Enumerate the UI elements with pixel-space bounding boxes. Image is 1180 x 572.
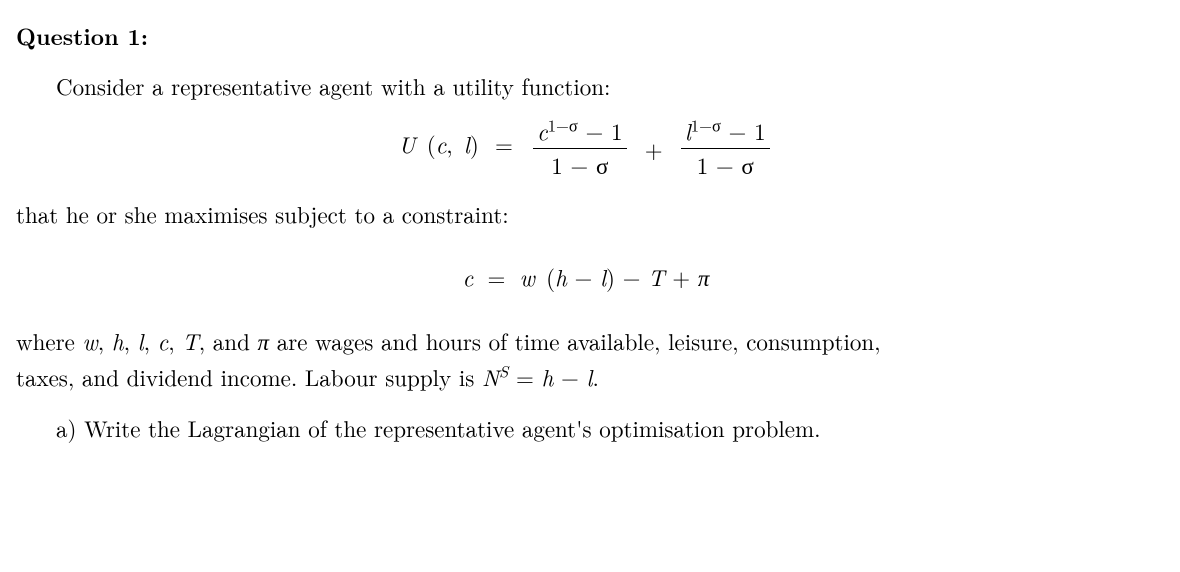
frac1-num-exp: 1−σ (548, 113, 578, 137)
plus-1: + (645, 132, 663, 165)
utility-function: U (c, l) = c1−σ − 1 1 − σ + l1−σ − 1 1 −… (16, 117, 1156, 180)
sym-U: U (398, 127, 415, 160)
where-w: w (83, 324, 98, 357)
where-N: N (482, 360, 499, 393)
where-sep1: , (98, 324, 112, 357)
equals: = (495, 127, 513, 160)
fraction-2: l1−σ − 1 1 − σ (681, 117, 770, 180)
bc-T: T (648, 260, 664, 293)
bc-h: h (555, 260, 567, 293)
bc-pi: π (698, 260, 710, 293)
bc-close: ) (606, 260, 615, 293)
question-title: Question 1: (16, 18, 1156, 54)
where-pre: where (16, 324, 83, 357)
where-line2a: taxes, and dividend income. Labour suppl… (16, 360, 482, 393)
where-h: h (112, 324, 124, 357)
frac1-den: 1 − σ (533, 149, 626, 180)
intro-line: Consider a representative agent with a u… (56, 68, 1156, 104)
part-a: a) Write the Lagrangian of the represent… (56, 410, 1156, 446)
frac2-den: 1 − σ (681, 149, 770, 180)
bc-eq: = (487, 260, 505, 293)
bc-c: c (463, 260, 474, 293)
where-sep4: , (168, 324, 182, 357)
where-sep3: , (144, 324, 158, 357)
bc-w: w (520, 260, 535, 293)
frac2-num-minus1: − 1 (721, 114, 766, 147)
bc-plus: + (665, 260, 698, 293)
frac1-num-minus1: − 1 (578, 114, 623, 147)
where-sep2: , (124, 324, 138, 357)
bc-minus: − (567, 260, 600, 293)
where-eq: = (508, 360, 541, 393)
frac2-num-exp: 1−σ (691, 113, 721, 137)
where-block: where w, h, l, c, T, and π are wages and… (16, 323, 1156, 394)
where-rest1: are wages and hours of time available, l… (269, 324, 880, 357)
open-paren: ( (427, 127, 436, 160)
where-c: c (158, 324, 169, 357)
where-S: S (499, 358, 508, 382)
where-pi: π (258, 324, 270, 357)
where-hl-h: h (542, 360, 554, 393)
fraction-1: c1−σ − 1 1 − σ (533, 117, 626, 180)
where-hl-minus: − (553, 360, 586, 393)
frac1-num-base: c (537, 114, 548, 147)
where-T: T (182, 324, 198, 357)
bc-minusT: − (615, 260, 648, 293)
max-line: that he or she maximises subject to a co… (16, 196, 1156, 232)
where-dot: . (592, 360, 598, 393)
comma: , (446, 127, 452, 160)
close-paren: ) (470, 127, 479, 160)
budget-constraint: c = w (h − l) − T + π (16, 259, 1156, 295)
bc-open: ( (546, 260, 555, 293)
where-sep5: , and (199, 324, 258, 357)
sym-c: c (436, 127, 447, 160)
